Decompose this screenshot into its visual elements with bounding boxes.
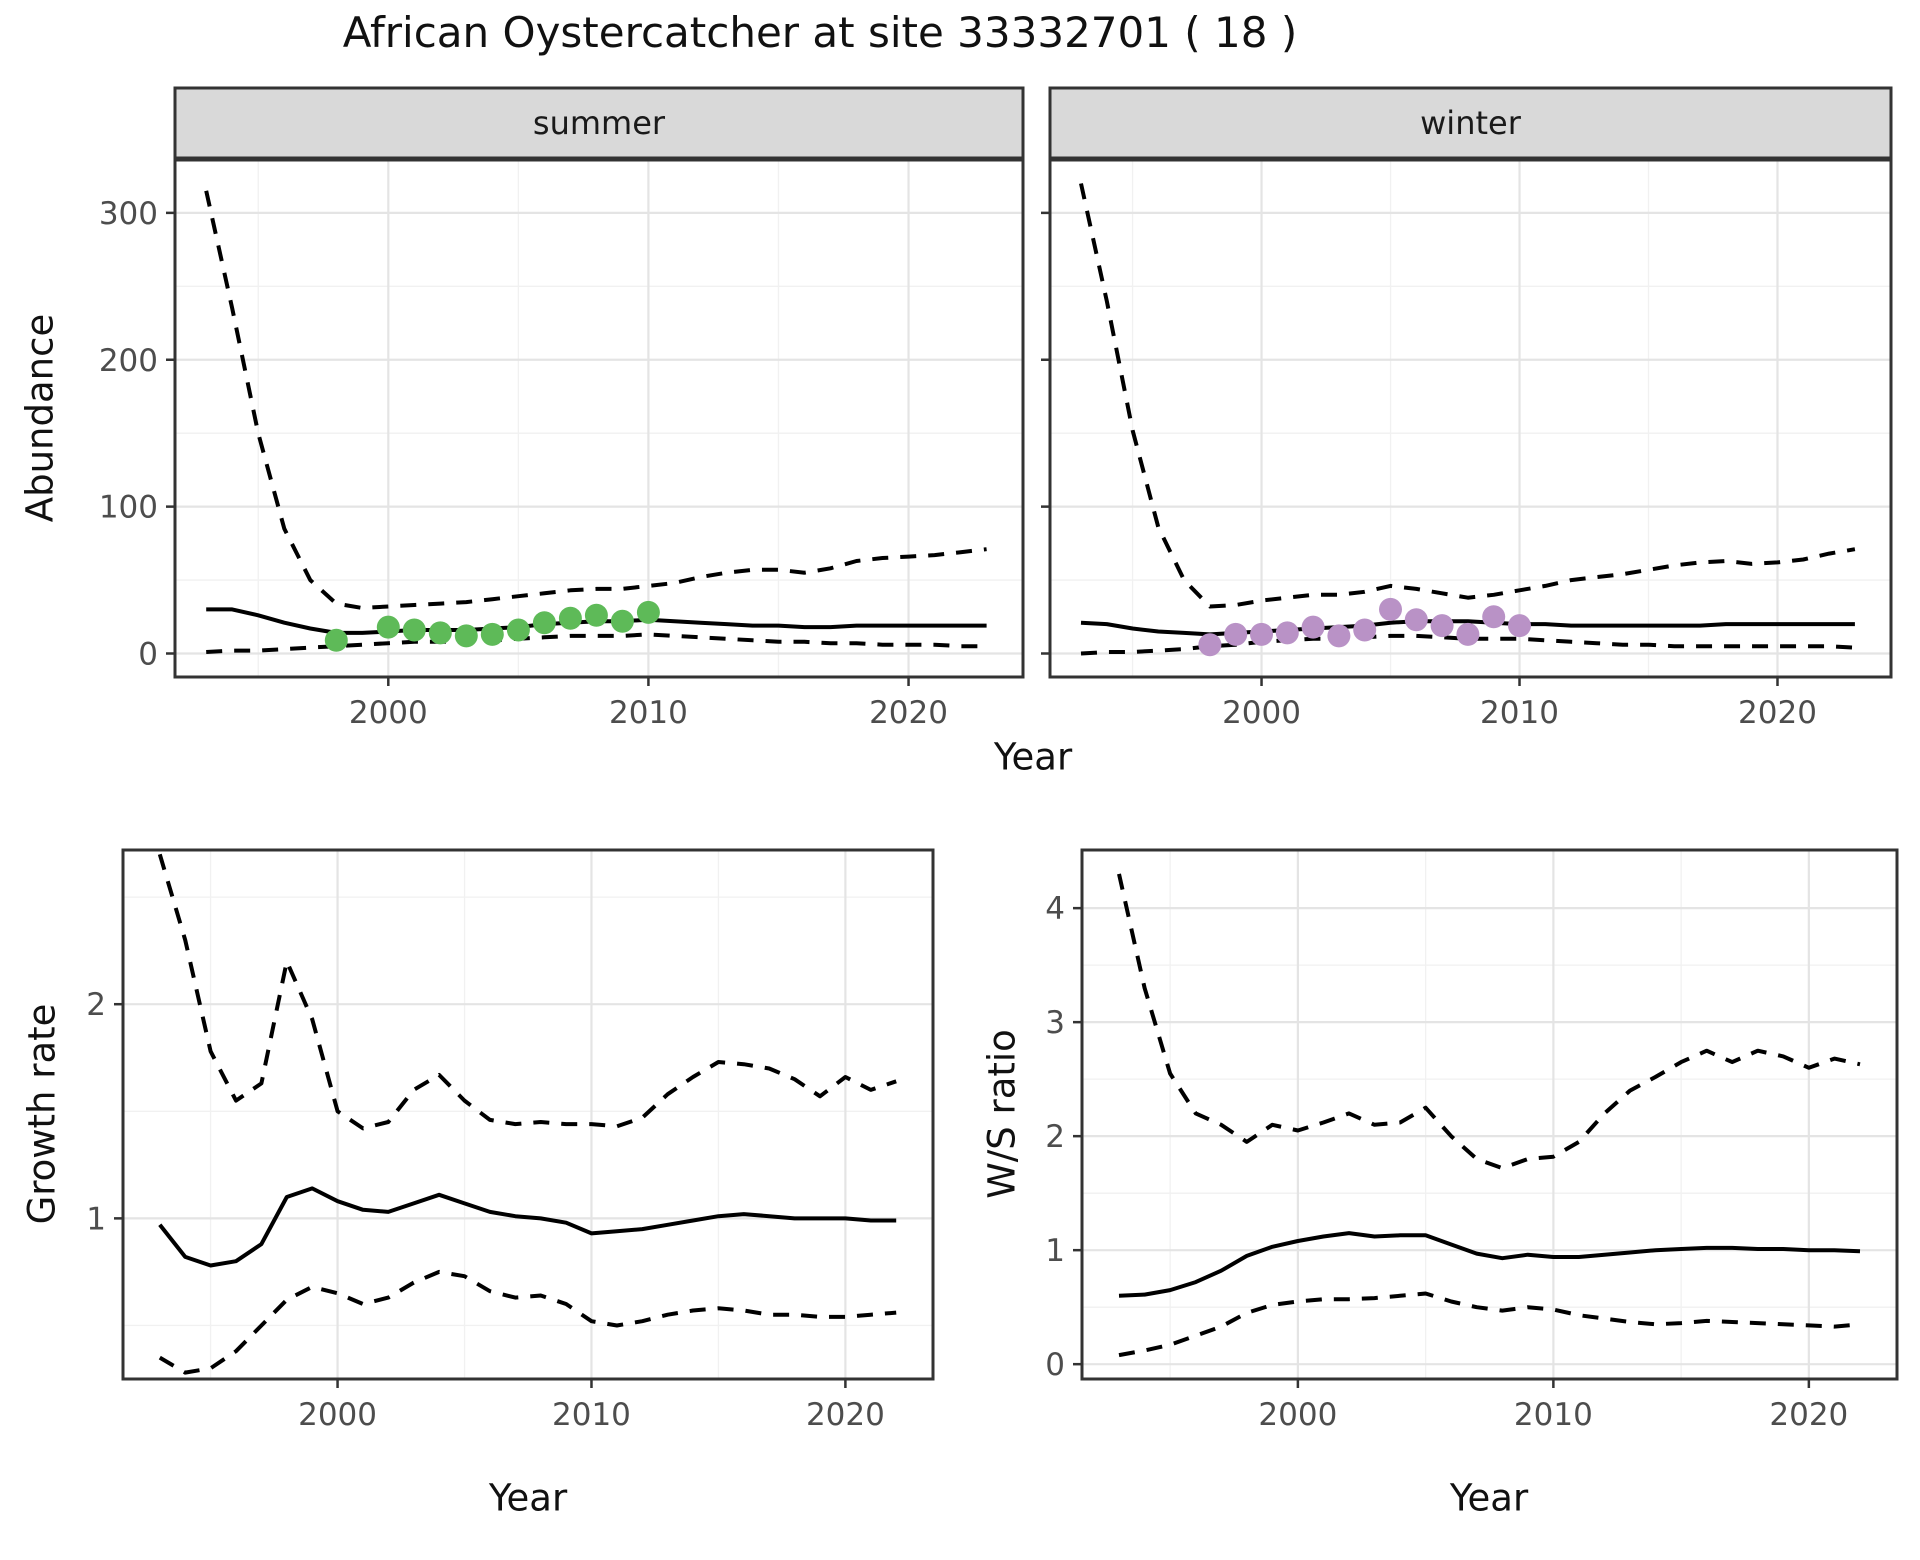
ws-ratio-axis-title: W/S ratio bbox=[980, 1029, 1024, 1199]
bottom-left-year-axis-title: Year bbox=[488, 1476, 568, 1520]
abundance-axis-title: Abundance bbox=[18, 313, 62, 523]
data-point bbox=[1327, 624, 1351, 648]
facet-strip bbox=[173, 86, 1025, 160]
panel-background bbox=[1050, 160, 1891, 677]
lower-ci-line bbox=[1080, 633, 1856, 656]
data-point bbox=[1482, 605, 1506, 629]
y-tick-label: 2 bbox=[1045, 1119, 1065, 1155]
upper-ci-line bbox=[1117, 873, 1861, 1171]
data-point bbox=[1430, 614, 1454, 638]
series-group bbox=[157, 853, 897, 1375]
data-point bbox=[1508, 614, 1531, 638]
x-tick-label: 2000 bbox=[298, 1397, 377, 1433]
x-tick-label: 2010 bbox=[609, 695, 688, 731]
data-point bbox=[480, 622, 504, 646]
upper-ci-line bbox=[204, 190, 987, 610]
data-point bbox=[558, 606, 582, 630]
data-point bbox=[428, 621, 452, 645]
y-tick-label: 1 bbox=[86, 1201, 106, 1237]
data-point bbox=[1379, 597, 1402, 621]
x-tick-label: 2010 bbox=[1514, 1397, 1593, 1433]
data-point bbox=[610, 609, 634, 633]
data-point bbox=[1275, 621, 1299, 645]
y-tick-label: 1 bbox=[1045, 1233, 1065, 1269]
panel-border bbox=[173, 158, 1025, 679]
y-tick-label: 100 bbox=[99, 490, 158, 526]
y-tick-label: 4 bbox=[1045, 891, 1065, 927]
lower-ci-line bbox=[158, 1269, 897, 1375]
data-point bbox=[376, 615, 400, 639]
data-point bbox=[584, 603, 608, 627]
x-tick-label: 2010 bbox=[552, 1397, 631, 1433]
panel-group-winter: 2000 2010 2020 bbox=[1041, 86, 1893, 731]
y-tick-label: 200 bbox=[99, 343, 158, 379]
growth-rate-axis-title: Growth rate bbox=[20, 1003, 64, 1225]
panel-border bbox=[1080, 848, 1899, 1381]
series-group bbox=[1117, 873, 1861, 1358]
y-tick-label: 2 bbox=[86, 987, 106, 1023]
x-tick-label: 2010 bbox=[1480, 695, 1559, 731]
figure-title: African Oystercatcher at site 33332701 (… bbox=[342, 8, 1298, 57]
panel-border bbox=[1048, 158, 1893, 679]
y-tick-label: 300 bbox=[99, 196, 158, 232]
data-point bbox=[636, 600, 660, 624]
lower-ci-line bbox=[206, 632, 987, 654]
data-point bbox=[1404, 608, 1428, 632]
data-point bbox=[402, 618, 426, 642]
panel-background bbox=[123, 850, 933, 1379]
panel-group-W/S ratio: 2000 2010 2020 0 1 2 3 4 bbox=[1045, 848, 1899, 1433]
x-tick-label: 2020 bbox=[1769, 1397, 1848, 1433]
panel-group-Growth rate: 2000 2010 2020 1 2 bbox=[86, 848, 935, 1433]
data-point bbox=[532, 611, 556, 635]
data-point bbox=[1301, 615, 1325, 639]
facet-strip bbox=[1048, 86, 1893, 160]
upper-ci-line bbox=[157, 853, 897, 1131]
top-year-axis-title: Year bbox=[993, 735, 1073, 779]
x-tick-label: 2000 bbox=[1258, 1397, 1337, 1433]
lower-ci-line bbox=[1118, 1291, 1861, 1358]
data-point bbox=[324, 628, 348, 652]
y-tick-label: 3 bbox=[1045, 1005, 1065, 1041]
data-point bbox=[1250, 622, 1273, 646]
data-point bbox=[1456, 622, 1480, 646]
data-point bbox=[1198, 633, 1222, 657]
fit-line bbox=[158, 1186, 897, 1268]
upper-ci-line bbox=[1079, 183, 1856, 609]
x-tick-label: 2020 bbox=[869, 695, 948, 731]
data-point bbox=[506, 618, 530, 642]
facet-strip-label-summer: summer bbox=[532, 104, 666, 142]
data-point bbox=[1353, 618, 1377, 642]
panel-background bbox=[1082, 850, 1897, 1379]
x-tick-label: 2020 bbox=[806, 1397, 885, 1433]
bottom-right-year-axis-title: Year bbox=[1449, 1476, 1529, 1520]
panel-border bbox=[121, 848, 935, 1381]
y-tick-label: 0 bbox=[138, 637, 158, 673]
panel-background bbox=[175, 160, 1023, 677]
x-tick-label: 2000 bbox=[1222, 695, 1301, 731]
x-tick-label: 2000 bbox=[349, 695, 428, 731]
y-tick-label: 0 bbox=[1045, 1347, 1065, 1383]
series-group bbox=[204, 190, 987, 654]
data-point bbox=[1224, 622, 1248, 646]
facet-strip-label-winter: winter bbox=[1420, 104, 1521, 142]
panel-group-summer: 2000 2010 2020 0 100 200 300 bbox=[99, 86, 1025, 731]
fit-line bbox=[1118, 1231, 1861, 1298]
data-point bbox=[454, 624, 478, 648]
x-tick-label: 2020 bbox=[1738, 695, 1817, 731]
series-group bbox=[1079, 183, 1856, 657]
